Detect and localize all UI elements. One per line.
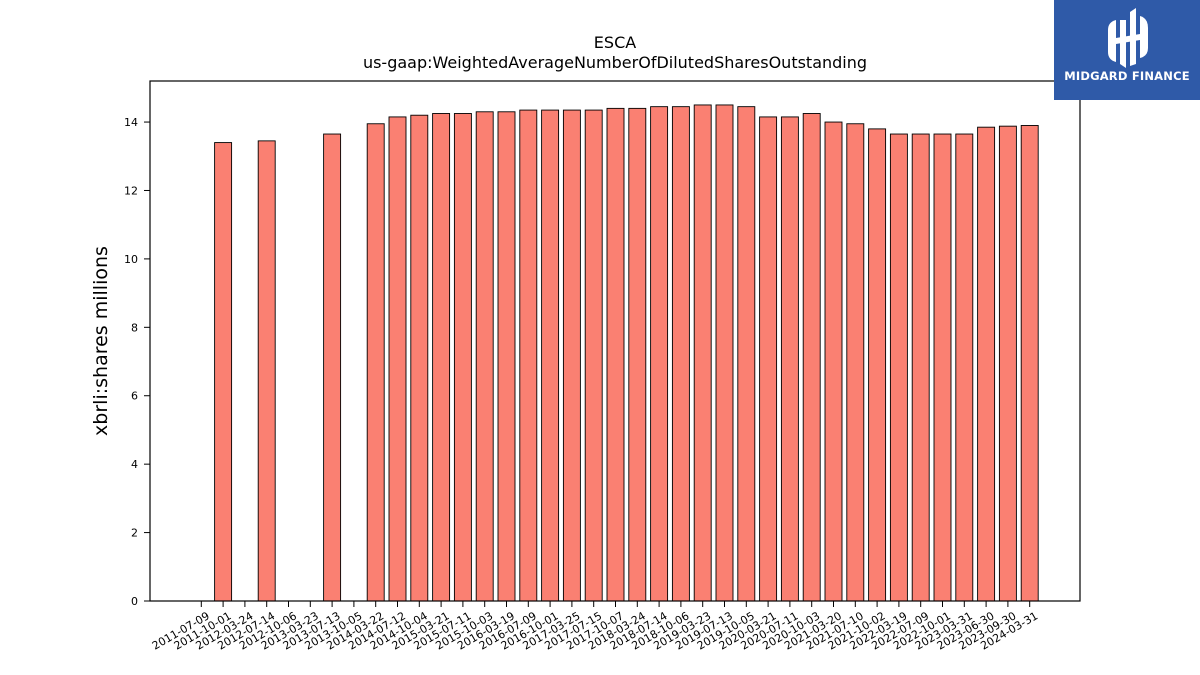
bar-2023-06-30 xyxy=(977,126,996,602)
bar-2020-07-11 xyxy=(780,116,799,602)
bar-2014-07-12 xyxy=(388,116,407,602)
bar-2017-03-25 xyxy=(562,109,581,602)
brand-name: MIDGARD FINANCE xyxy=(1064,69,1190,83)
bar-2019-03-23 xyxy=(693,104,712,602)
bar-2019-07-13 xyxy=(715,104,734,602)
bar-2022-03-19 xyxy=(889,133,908,602)
brand-logo: MIDGARD FINANCE xyxy=(1054,0,1200,100)
bar-2017-10-07 xyxy=(606,107,625,602)
bar-2023-03-31 xyxy=(955,133,974,602)
bar-2018-03-24 xyxy=(628,107,647,602)
bar-2016-07-09 xyxy=(519,109,538,602)
bar-2014-03-22 xyxy=(366,123,385,602)
bar-2022-07-09 xyxy=(911,133,930,602)
chart-title: ESCA xyxy=(594,33,636,52)
bar-2020-10-03 xyxy=(802,113,821,602)
y-tick-label: 8 xyxy=(131,321,138,334)
bar-2020-03-21 xyxy=(759,116,778,602)
bar-2018-07-14 xyxy=(650,106,669,602)
bar-2015-10-03 xyxy=(475,111,494,602)
bar-2019-10-05 xyxy=(737,106,756,602)
bar-2016-10-01 xyxy=(541,109,560,602)
bar-2015-03-21 xyxy=(432,113,451,602)
bar-2012-07-14 xyxy=(257,140,276,602)
y-tick-label: 12 xyxy=(124,184,138,197)
chart-subtitle: us-gaap:WeightedAverageNumberOfDilutedSh… xyxy=(363,53,867,72)
bar-2018-10-06 xyxy=(671,106,690,602)
bar-2023-09-30 xyxy=(998,125,1017,602)
bar-2016-03-19 xyxy=(497,111,516,602)
bar-2011-10-01 xyxy=(214,142,233,602)
y-tick-label: 4 xyxy=(131,458,138,471)
midgard-logo-icon xyxy=(1108,8,1148,68)
bar-2015-07-11 xyxy=(453,113,472,602)
y-tick-label: 10 xyxy=(124,253,138,266)
y-tick-label: 2 xyxy=(131,527,138,540)
bar-2024-03-31 xyxy=(1020,125,1039,602)
bar-2021-07-10 xyxy=(846,123,865,602)
bar-2014-10-04 xyxy=(410,114,429,602)
bar-2017-07-15 xyxy=(584,109,603,602)
y-tick-label: 6 xyxy=(131,390,138,403)
x-ticks-group: 2011-07-092011-10-012012-03-242012-07-14… xyxy=(150,601,1040,653)
y-ticks-group: 0 2 4 6 8 10 12 14 xyxy=(124,116,150,608)
bar-2021-03-20 xyxy=(824,121,843,602)
bars-group xyxy=(214,104,1039,602)
plot-frame xyxy=(149,80,1081,602)
bar-2022-10-01 xyxy=(933,133,952,602)
bar-2013-07-13 xyxy=(323,133,342,602)
bar-2021-10-02 xyxy=(868,128,887,602)
y-axis-label: xbrli:shares millions xyxy=(90,246,112,436)
y-tick-label: 14 xyxy=(124,116,138,129)
y-tick-label: 0 xyxy=(131,595,138,608)
